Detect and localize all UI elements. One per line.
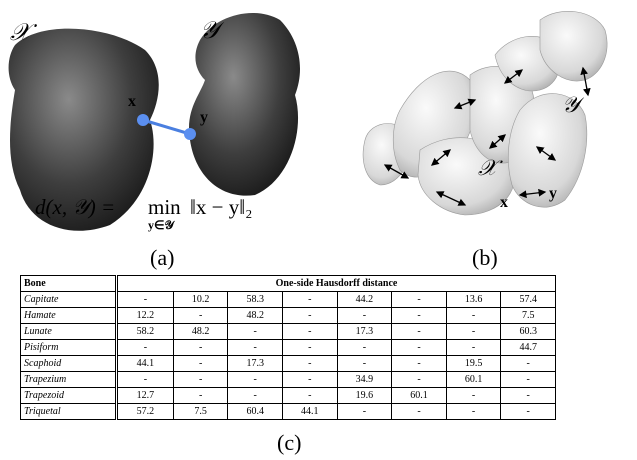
distance-cell: - (283, 324, 338, 340)
point-y (184, 128, 196, 140)
distance-cell: 7.5 (501, 308, 556, 324)
distance-cell: 44.1 (283, 404, 338, 420)
distance-cell: - (228, 372, 283, 388)
distance-cell: - (173, 356, 228, 372)
distance-cell: - (337, 356, 392, 372)
distance-cell: - (392, 404, 447, 420)
distance-cell: - (117, 372, 174, 388)
caption: (c) (277, 430, 301, 456)
distance-cell: - (446, 404, 501, 420)
distance-cell: 58.2 (117, 324, 174, 340)
distance-cell: 34.9 (337, 372, 392, 388)
point-label: x (500, 194, 508, 211)
distance-cell: 10.2 (173, 292, 228, 308)
distance-cell: 19.5 (446, 356, 501, 372)
distance-cell: - (228, 340, 283, 356)
table-row: Pisiform-------44.7 (21, 340, 556, 356)
distance-cell: - (337, 404, 392, 420)
distance-cell: - (173, 372, 228, 388)
distance-cell: - (501, 372, 556, 388)
distance-cell: 60.3 (501, 324, 556, 340)
distance-cell: - (283, 388, 338, 404)
point-label: y (200, 109, 208, 126)
bone-name: Trapezoid (21, 388, 117, 404)
bone-name: Trapezium (21, 372, 117, 388)
distance-cell: 17.3 (228, 356, 283, 372)
distance-cell: - (446, 308, 501, 324)
bone-name: Capitate (21, 292, 117, 308)
formula-sub: y∈𝒴 (148, 218, 175, 232)
bone-name: Pisiform (21, 340, 117, 356)
formula-lhs: d(x, 𝒴) = (35, 195, 115, 219)
distance-cell: - (501, 404, 556, 420)
figure-images: 𝒳 𝒴 x y d(x, 𝒴) = min y∈𝒴 ‖x − y‖₂ (a) 𝒳… (0, 0, 637, 270)
distance-cell: - (392, 356, 447, 372)
bone-name: Hamate (21, 308, 117, 324)
distance-cell: - (337, 308, 392, 324)
distance-cell: 44.7 (501, 340, 556, 356)
distance-cell: 7.5 (173, 404, 228, 420)
distance-cell: - (446, 324, 501, 340)
bone-name: Triquetal (21, 404, 117, 420)
distance-cell: 17.3 (337, 324, 392, 340)
distance-cell: - (392, 292, 447, 308)
header-cell: One-side Hausdorff distance (117, 276, 556, 292)
distance-cell: - (446, 388, 501, 404)
header-row: Bone One-side Hausdorff distance (21, 276, 556, 292)
distance-cell: - (117, 340, 174, 356)
distance-cell: 12.2 (117, 308, 174, 324)
distance-cell: 58.3 (228, 292, 283, 308)
distance-cell: - (173, 308, 228, 324)
formula-op: min (148, 195, 181, 219)
distance-cell: 60.4 (228, 404, 283, 420)
distance-cell: - (228, 324, 283, 340)
distance-cell: 57.4 (501, 292, 556, 308)
distance-cell: - (283, 372, 338, 388)
point-label: y (549, 185, 557, 202)
point-x (137, 114, 149, 126)
distance-cell: 57.2 (117, 404, 174, 420)
distance-cell: 44.1 (117, 356, 174, 372)
distance-cell: 12.7 (117, 388, 174, 404)
page: {"figure_a": {"labels": ["𝒳", "𝒴", "x", … (0, 0, 637, 460)
distance-cell: - (283, 340, 338, 356)
distance-cell: - (446, 340, 501, 356)
distance-cell: 60.1 (392, 388, 447, 404)
point-label: x (128, 93, 136, 110)
bone-name: Scaphoid (21, 356, 117, 372)
distance-cell: - (501, 388, 556, 404)
distance-cell: - (117, 292, 174, 308)
distance-cell: - (392, 340, 447, 356)
distance-cell: 60.1 (446, 372, 501, 388)
table-row: Trapezium----34.9-60.1- (21, 372, 556, 388)
header-cell: Bone (21, 276, 117, 292)
distance-cell: - (392, 372, 447, 388)
distance-cell: - (283, 356, 338, 372)
bone-name: Lunate (21, 324, 117, 340)
caption: (b) (472, 245, 498, 270)
distance-cell: - (501, 356, 556, 372)
distance-cell: - (228, 388, 283, 404)
formula-rhs: ‖x − y‖₂ (190, 195, 252, 219)
distance-cell: - (392, 324, 447, 340)
distance-cell: - (392, 308, 447, 324)
distance-cell: - (173, 340, 228, 356)
distance-cell: 19.6 (337, 388, 392, 404)
distance-cell: - (283, 308, 338, 324)
hausdorff-table: Bone One-side Hausdorff distance Capitat… (20, 275, 556, 420)
distance-cell: 13.6 (446, 292, 501, 308)
distance-cell: 44.2 (337, 292, 392, 308)
distance-cell: 48.2 (228, 308, 283, 324)
distance-cell: 48.2 (173, 324, 228, 340)
distance-cell: - (283, 292, 338, 308)
caption: (a) (150, 245, 174, 270)
distance-cell: - (337, 340, 392, 356)
distance-cell: - (173, 388, 228, 404)
